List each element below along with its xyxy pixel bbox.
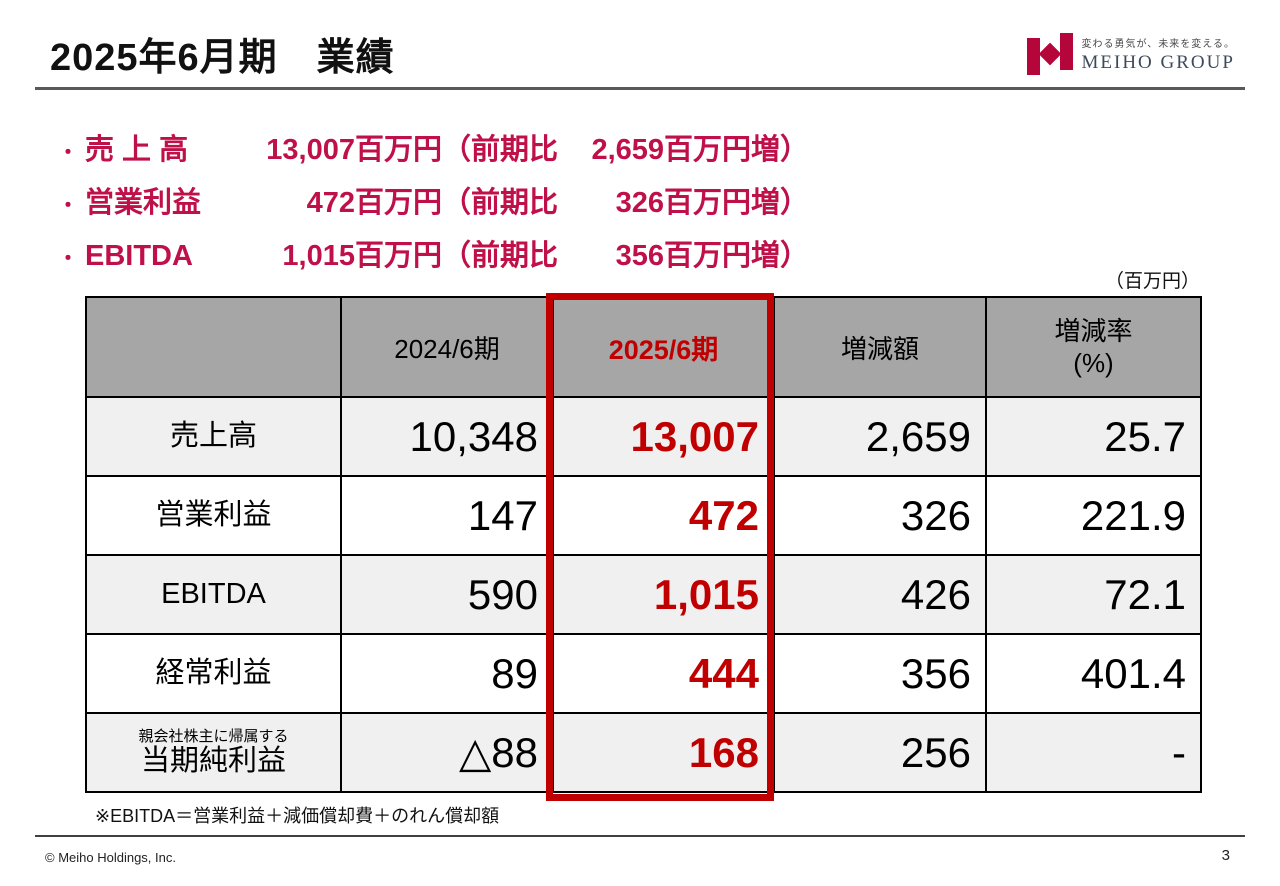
table-header-row: 2024/6期 2025/6期 増減額 増減率 (%) [85, 296, 1202, 398]
bullet-icon: ・ [58, 142, 78, 164]
highlight-suffix: 百万円増） [664, 240, 810, 272]
cell-current: 472 [552, 475, 775, 556]
cell-rate: 221.9 [985, 475, 1202, 556]
header-blank [85, 296, 342, 398]
header-fy2024: 2024/6期 [340, 296, 554, 398]
row-label-note: 親会社株主に帰属する [138, 727, 289, 745]
highlight-item-ebitda: ・ EBITDA 1,015 百万円（前期比 356 百万円増） [58, 232, 809, 285]
highlight-suffix: 百万円増） [664, 187, 810, 219]
highlight-label: EBITDA [85, 240, 193, 272]
table-row-net-income: 親会社株主に帰属する 当期純利益 △88 168 256 - [85, 712, 1202, 793]
row-label: 売上高 [85, 396, 342, 477]
cell-current: 1,015 [552, 554, 775, 635]
highlight-label: 売 上 高 [85, 134, 189, 166]
cell-prev: 10,348 [340, 396, 554, 477]
row-label-text: 売上高 [169, 419, 257, 452]
header-change: 増減額 [773, 296, 987, 398]
logo-brand: MEIHO GROUP [1081, 51, 1235, 73]
highlight-suffix: 百万円増） [664, 134, 810, 166]
unit-note: （百万円） [1104, 271, 1200, 292]
footnote: ※EBITDA＝営業利益＋減価償却費＋のれん償却額 [95, 806, 500, 826]
cell-diff: 256 [773, 712, 987, 793]
meiho-m-mark-icon [1026, 33, 1073, 75]
highlight-unit: 百万円（前期比 [355, 134, 559, 166]
cell-current: 444 [552, 633, 775, 714]
row-label: 営業利益 [85, 475, 342, 556]
row-label: 親会社株主に帰属する 当期純利益 [85, 712, 342, 793]
table-row-ebitda: EBITDA 590 1,015 426 72.1 [85, 554, 1202, 635]
cell-rate: 401.4 [985, 633, 1202, 714]
highlights-list: ・ 売 上 高 13,007 百万円（前期比 2,659 百万円増） ・ 営業利… [58, 126, 809, 285]
cell-prev: 89 [340, 633, 554, 714]
table-row-sales: 売上高 10,348 13,007 2,659 25.7 [85, 396, 1202, 477]
table-row-operating-profit: 営業利益 147 472 326 221.9 [85, 475, 1202, 556]
table-row-ordinary-profit: 経常利益 89 444 356 401.4 [85, 633, 1202, 714]
highlight-change: 356 [615, 240, 665, 272]
header-change-rate: 増減率 (%) [985, 296, 1202, 398]
cell-prev: 147 [340, 475, 554, 556]
cell-rate: - [985, 712, 1202, 793]
highlight-change: 2,659 [591, 134, 665, 166]
title-rule [35, 87, 1245, 90]
cell-rate: 72.1 [985, 554, 1202, 635]
highlight-unit: 百万円（前期比 [355, 187, 559, 219]
logo-tagline: 変わる勇気が、未来を変える。 [1081, 38, 1235, 50]
copyright: © Meiho Holdings, Inc. [45, 850, 176, 865]
row-label-text: 経常利益 [155, 656, 272, 689]
highlight-item-sales: ・ 売 上 高 13,007 百万円（前期比 2,659 百万円増） [58, 126, 809, 179]
cell-prev: 590 [340, 554, 554, 635]
footer-rule [35, 835, 1245, 837]
highlight-change: 326 [615, 187, 665, 219]
row-label-text: 営業利益 [155, 498, 272, 531]
highlight-value: 472 [306, 187, 355, 219]
row-label-text: EBITDA [161, 577, 266, 610]
highlight-value: 13,007 [266, 134, 355, 166]
highlight-value: 1,015 [282, 240, 355, 272]
cell-diff: 2,659 [773, 396, 987, 477]
page-title: 2025年6月期 業績 [50, 37, 395, 79]
cell-current: 13,007 [552, 396, 775, 477]
page-number: 3 [1221, 847, 1230, 864]
results-table: 2024/6期 2025/6期 増減額 増減率 (%) 売上高 10,348 1… [85, 296, 1202, 793]
row-label: 経常利益 [85, 633, 342, 714]
highlight-unit: 百万円（前期比 [355, 240, 559, 272]
highlight-item-operating-profit: ・ 営業利益 472 百万円（前期比 326 百万円増） [58, 179, 809, 232]
cell-current: 168 [552, 712, 775, 793]
bullet-icon: ・ [58, 248, 78, 270]
cell-diff: 326 [773, 475, 987, 556]
meiho-group-logo: 変わる勇気が、未来を変える。 MEIHO GROUP [1026, 32, 1236, 76]
cell-prev: △88 [340, 712, 554, 793]
cell-diff: 426 [773, 554, 987, 635]
header-fy2025: 2025/6期 [552, 296, 775, 398]
cell-diff: 356 [773, 633, 987, 714]
highlight-label: 営業利益 [85, 187, 202, 219]
bullet-icon: ・ [58, 195, 78, 217]
row-label: EBITDA [85, 554, 342, 635]
row-label-text: 当期純利益 [140, 744, 286, 777]
cell-rate: 25.7 [985, 396, 1202, 477]
